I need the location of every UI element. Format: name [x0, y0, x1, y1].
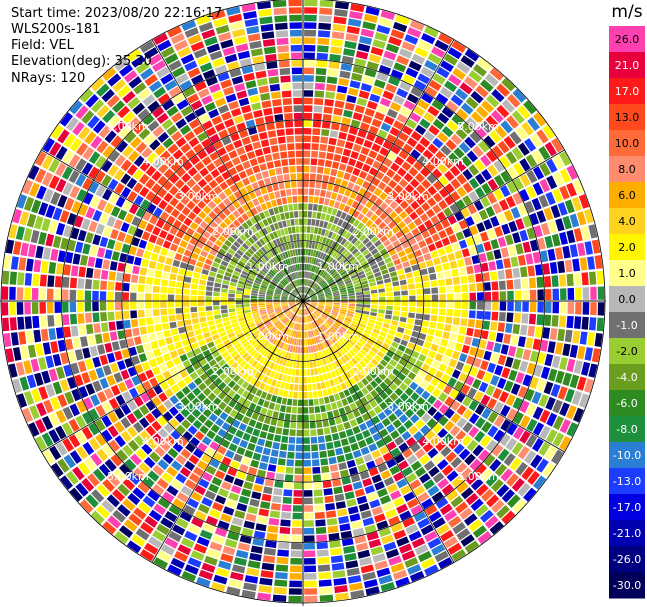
colorbar-swatch — [609, 364, 645, 391]
colorbar-label: 6.0 — [618, 189, 636, 202]
colorbar-swatch — [609, 260, 645, 287]
range-ring-label: 4.00km — [142, 435, 184, 448]
colorbar-swatch — [609, 286, 645, 313]
colorbar-label: 4.0 — [618, 215, 636, 228]
range-ring-label: 3.00km — [387, 400, 429, 413]
range-ring-label: 2.00km — [212, 225, 254, 238]
range-ring-label: 4.00km — [142, 155, 184, 168]
azimuth-line — [41, 149, 304, 302]
azimuth-line — [41, 300, 304, 453]
range-ring — [181, 179, 425, 423]
start-time-label: Start time: 2023/08/20 22:16:17 — [11, 6, 223, 21]
colorbar-swatch — [609, 546, 645, 573]
colorbar-swatch — [609, 52, 645, 79]
colorbar-swatch — [609, 182, 645, 209]
radial-velocity-rays — [1, 0, 605, 603]
colorbar-label: -21.0 — [613, 527, 641, 540]
range-ring-label: 5.00km — [457, 470, 499, 483]
colorbar-label: -2.0 — [616, 345, 637, 358]
range-ring-label: 2.00km — [352, 365, 394, 378]
range-ring-label: 3.00km — [177, 400, 219, 413]
range-ring-label: 2.00km — [212, 365, 254, 378]
colorbar-swatch — [609, 26, 645, 53]
colorbar-label: -1.0 — [616, 319, 637, 332]
range-ring-label: 4.00km — [422, 435, 464, 448]
azimuth-line — [302, 300, 455, 563]
field-label: Field: VEL — [11, 38, 74, 53]
colorbar-swatch — [609, 338, 645, 365]
colorbar-swatch — [609, 234, 645, 261]
colorbar-swatch — [609, 130, 645, 157]
colorbar-swatch — [609, 442, 645, 469]
range-ring — [0, 0, 606, 604]
range-ring-label: 5.00km — [457, 120, 499, 133]
elevation-label: Elevation(deg): 35.30 — [11, 54, 152, 69]
colorbar-label: -30.0 — [613, 579, 641, 592]
colorbar-swatch — [609, 520, 645, 547]
range-ring-label: 3.00km — [177, 190, 219, 203]
colorbar-label: -4.0 — [616, 371, 637, 384]
azimuth-line — [302, 300, 565, 453]
azimuth-line — [302, 149, 565, 302]
colorbar-label: -17.0 — [613, 501, 641, 514]
colorbar-swatch — [609, 312, 645, 339]
azimuth-line — [151, 300, 304, 563]
range-ring-label: 4.00km — [422, 155, 464, 168]
azimuth-line — [302, 39, 455, 302]
colorbar-swatch — [609, 572, 645, 599]
range-ring — [242, 240, 364, 362]
colorbar-label: 13.0 — [615, 111, 640, 124]
range-ring-label: 2.00km — [352, 225, 394, 238]
range-ring-label: 1.00km — [247, 260, 289, 273]
colorbar-label: -6.0 — [616, 397, 637, 410]
azimuth-lines — [0, 0, 606, 606]
colorbar-label: 21.0 — [615, 59, 640, 72]
colorbar-swatch — [609, 390, 645, 417]
colorbar-swatch — [609, 494, 645, 521]
colorbar-label: 2.0 — [618, 241, 636, 254]
colorbar-label: -26.0 — [613, 553, 641, 566]
colorbar-swatch — [609, 156, 645, 183]
colorbar-label: 17.0 — [615, 85, 640, 98]
colorbar-label: 10.0 — [615, 137, 640, 150]
colorbar-swatch — [609, 104, 645, 131]
azimuth-line — [151, 39, 304, 302]
colorbar-label: 1.0 — [618, 267, 636, 280]
range-ring-label: 3.00km — [387, 190, 429, 203]
colorbar-unit: m/s — [611, 2, 642, 22]
colorbar-label: 8.0 — [618, 163, 636, 176]
instrument-label: WLS200s-181 — [11, 22, 101, 37]
range-ring-label: 1.00km — [247, 330, 289, 343]
range-rings — [0, 0, 606, 604]
colorbar-swatch — [609, 78, 645, 105]
colorbar-swatch — [609, 468, 645, 495]
range-ring-labels: 1.00km 1.00km 1.00km 1.00km 2.00km 2.00km 2.00… — [107, 120, 499, 483]
colorbar-label: -10.0 — [613, 449, 641, 462]
colorbar-swatch — [609, 416, 645, 443]
range-ring — [121, 119, 485, 483]
colorbar-label: 0.0 — [618, 293, 636, 306]
range-ring-label: 5.00km — [107, 120, 149, 133]
range-ring-label: 1.00km — [317, 330, 359, 343]
range-ring-label: 5.00km — [107, 470, 149, 483]
colorbar-label: 26.0 — [615, 33, 640, 46]
colorbar: m/s 26.0 21.0 17.0 13.0 10.0 8.0 6.0 4.0 2.0 1.0 0.… — [609, 2, 645, 599]
colorbar-label: -13.0 — [613, 475, 641, 488]
range-ring — [60, 58, 546, 544]
range-ring-label: 1.00km — [317, 260, 359, 273]
colorbar-label: -8.0 — [616, 423, 637, 436]
colorbar-swatch — [609, 208, 645, 235]
nrays-label: NRays: 120 — [11, 71, 86, 86]
